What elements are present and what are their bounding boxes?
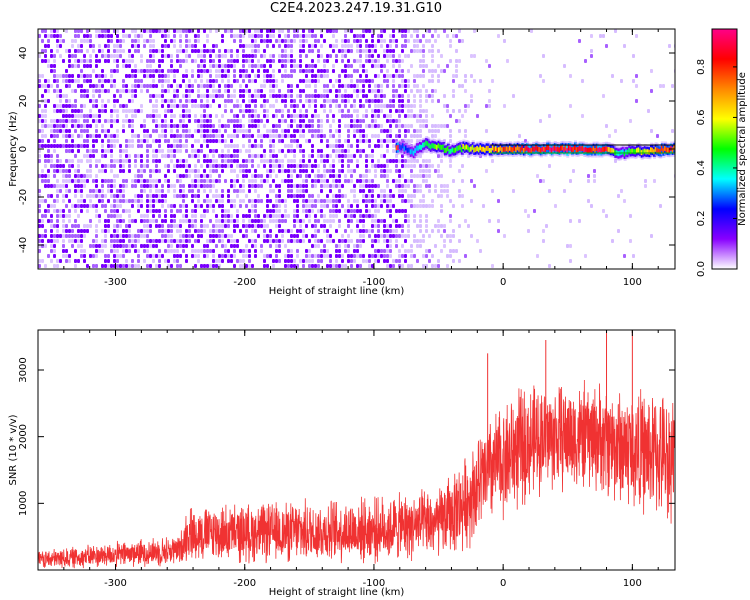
colorbar: 0.0 0.2 0.4 0.6 0.8 Normalized spectral ampli… bbox=[696, 28, 748, 277]
colorbar-gradient bbox=[712, 29, 737, 269]
spectrogram-xtick-label: -200 bbox=[233, 277, 256, 288]
colorbar-tick-label: 0.0 bbox=[696, 261, 707, 277]
spectrogram-ylabel: Frequency (Hz) bbox=[8, 111, 19, 187]
snr-ytick-label: 3000 bbox=[18, 357, 29, 382]
spectrogram-xlabel: Height of straight line (km) bbox=[269, 286, 405, 297]
spectrogram-ytick-label: 40 bbox=[18, 47, 29, 60]
snr-xtick-label: 0 bbox=[500, 578, 506, 589]
colorbar-tick-label: 0.6 bbox=[696, 109, 707, 125]
snr-xlabel: Height of straight line (km) bbox=[269, 587, 405, 598]
snr-ylabel: SNR (10 * v/v) bbox=[8, 414, 19, 485]
spectrogram-ytick-label: 0 bbox=[18, 146, 29, 152]
spectrogram-cells bbox=[38, 29, 675, 268]
spectrogram-xtick-label: -100 bbox=[363, 277, 386, 288]
colorbar-frame bbox=[711, 28, 738, 270]
spectrogram-ytick-label: -20 bbox=[18, 189, 29, 205]
snr-frame bbox=[37, 329, 676, 571]
colorbar-tick-label: 0.4 bbox=[696, 160, 707, 176]
snr-xtick-label: -300 bbox=[104, 578, 127, 589]
signal-line bbox=[395, 136, 675, 161]
snr-xtick-label: 100 bbox=[623, 578, 642, 589]
colorbar-tick-label: 0.2 bbox=[696, 211, 707, 227]
spectrogram-ytick-label: 20 bbox=[18, 95, 29, 108]
snr-ytick-label: 1000 bbox=[18, 491, 29, 516]
spectrogram-ytick-label: -40 bbox=[18, 237, 29, 253]
spectrogram-xtick-label: -300 bbox=[104, 277, 127, 288]
colorbar-tick-label: 0.8 bbox=[696, 59, 707, 75]
spectrogram-xtick-label: 0 bbox=[500, 277, 506, 288]
spectrogram-xtick-label: 100 bbox=[623, 277, 642, 288]
snr-xtick-label: -100 bbox=[363, 578, 386, 589]
snr-ytick-label: 2000 bbox=[18, 424, 29, 449]
snr-panel: -300 -200 -100 0 100 1000 2000 3000 Height of st… bbox=[8, 329, 676, 598]
colorbar-label: Normalized spectral amplitude bbox=[737, 72, 748, 226]
chart-title: C2E4.2023.247.19.31.G10 bbox=[269, 1, 443, 16]
snr-line bbox=[38, 380, 675, 569]
snr-xtick-label: -200 bbox=[233, 578, 256, 589]
